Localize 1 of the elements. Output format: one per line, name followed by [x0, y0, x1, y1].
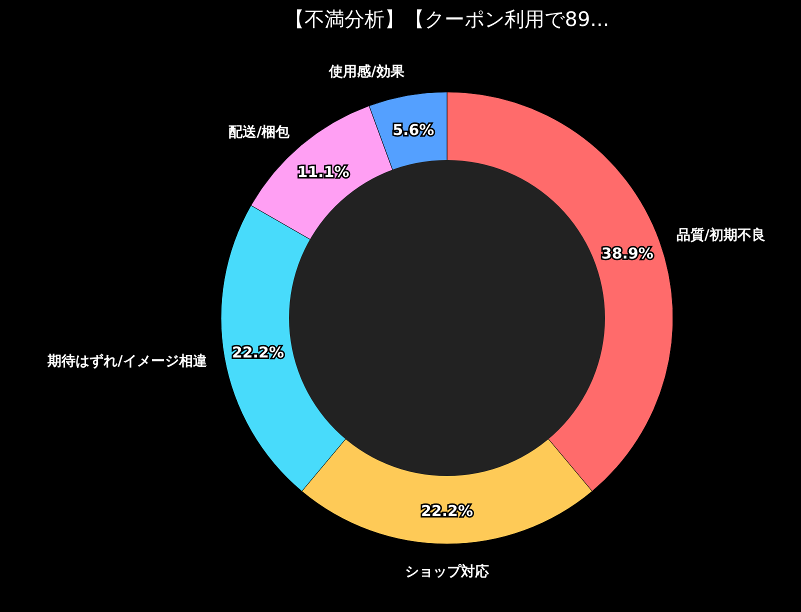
title: 【不満分析】【クーポン利用で89...: [284, 7, 610, 31]
